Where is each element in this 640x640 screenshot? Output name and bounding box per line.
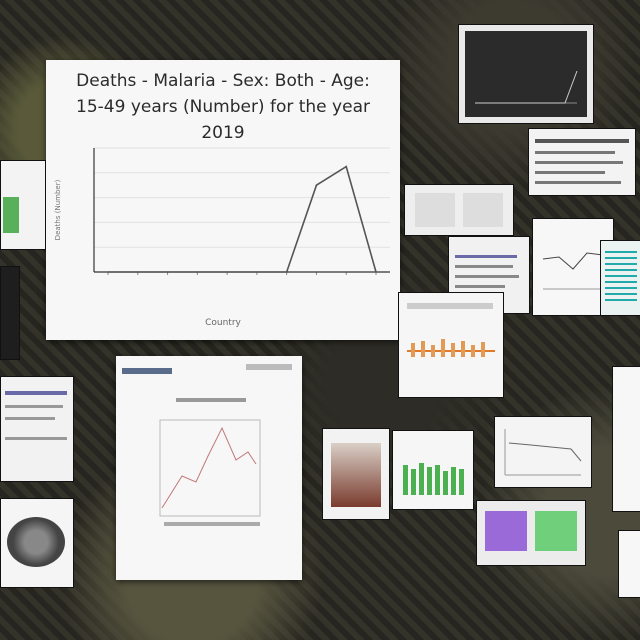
lower-line-chart — [159, 419, 261, 517]
line-chart-thumbnail-lower-right — [494, 416, 592, 488]
data-point — [107, 271, 109, 273]
data-point — [345, 165, 348, 168]
edge-small-thumbnail — [618, 530, 640, 598]
data-point — [226, 271, 228, 273]
chart-title: Deaths - Malaria - Sex: Both - Age: 15-4… — [56, 68, 390, 146]
x-axis-label: Country — [205, 318, 241, 328]
left-image-thumbnail — [0, 498, 74, 588]
left-table-thumbnail — [0, 376, 74, 482]
edge-document-thumbnail — [612, 366, 640, 512]
brown-image-thumbnail — [322, 428, 390, 520]
green-bar-thumbnail — [392, 430, 474, 510]
data-point — [375, 271, 377, 273]
dark-chart-line — [475, 70, 578, 104]
data-point — [136, 271, 139, 273]
chart-title-line-3: 2019 — [201, 123, 245, 143]
bar-chart-thumbnail-orange — [398, 292, 504, 398]
line-chart: Deaths (Number) — [54, 147, 390, 275]
chart-title-line-1: Deaths - Malaria - Sex: Both - Age: — [76, 71, 370, 91]
teal-table-thumbnail — [600, 240, 640, 316]
chart-thumbnail-mid — [404, 184, 514, 236]
data-point — [256, 271, 258, 273]
main-chart-panel: Deaths - Malaria - Sex: Both - Age: 15-4… — [46, 60, 400, 340]
data-point — [166, 271, 169, 273]
purple-green-thumbnail — [476, 500, 586, 566]
data-point — [315, 184, 318, 186]
data-point — [285, 271, 288, 273]
chart-title-line-2: 15-49 years (Number) for the year — [76, 97, 370, 117]
left-dark-thumbnail — [0, 266, 20, 360]
y-axis-label: Deaths (Number) — [54, 179, 62, 240]
left-green-thumbnail — [0, 160, 46, 250]
dark-chart-thumbnail — [458, 24, 594, 124]
data-point — [196, 271, 199, 273]
table-thumbnail-top-right — [528, 128, 636, 196]
lower-chart-panel — [116, 356, 302, 580]
series-line — [108, 165, 377, 273]
